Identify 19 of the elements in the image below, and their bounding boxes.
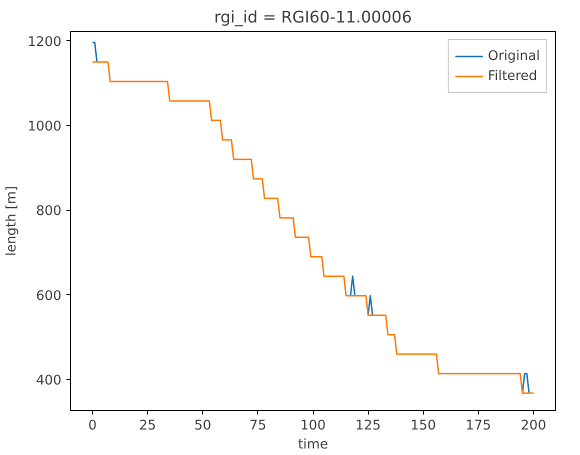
x-tick-label: 75	[249, 418, 266, 434]
x-tick-label: 50	[194, 418, 212, 434]
y-tick-label: 400	[36, 374, 62, 389]
x-tick-label: 200	[520, 418, 546, 434]
x-axis-title: time	[298, 438, 328, 452]
x-tick-label: 150	[410, 418, 436, 434]
x-tick-label: 0	[88, 418, 97, 434]
y-tick-label: 1200	[28, 34, 62, 50]
y-tick-label: 800	[36, 204, 62, 220]
x-tick-label: 125	[355, 418, 381, 434]
y-tick-label: 600	[36, 288, 62, 304]
x-tick-label: 25	[139, 418, 156, 434]
y-tick-label: 1000	[28, 120, 62, 135]
legend-label: Original	[488, 48, 540, 64]
chart-title: rgi_id = RGI60-11.00006	[214, 8, 412, 26]
legend-label: Filtered	[488, 68, 538, 84]
x-tick-label: 175	[466, 418, 492, 434]
x-tick-label: 100	[300, 418, 326, 434]
y-axis-title: length [m]	[4, 186, 20, 256]
